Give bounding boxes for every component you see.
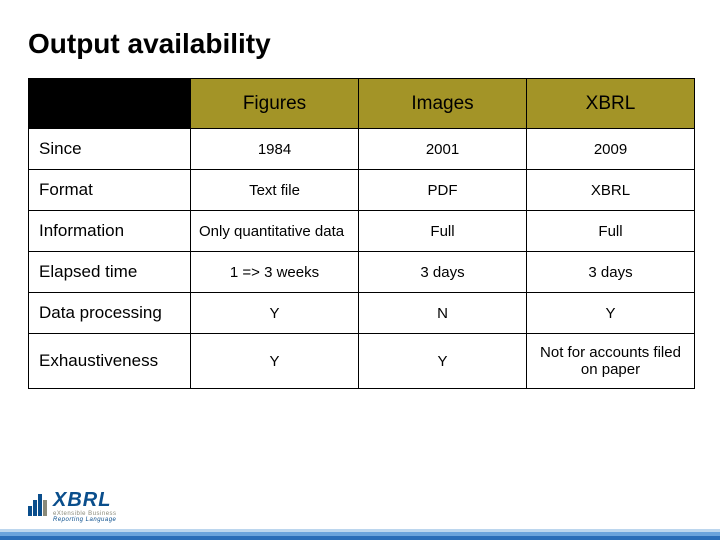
table-cell: 3 days (527, 252, 695, 293)
footer-bands (0, 476, 720, 540)
table-cell: Full (527, 211, 695, 252)
table-cell: Not for accounts filed on paper (527, 334, 695, 389)
table-row: Since198420012009 (29, 129, 695, 170)
row-label: Since (29, 129, 191, 170)
table-cell: XBRL (527, 170, 695, 211)
table-header-col-1: Images (359, 79, 527, 129)
table-cell: 1984 (191, 129, 359, 170)
table-header-blank (29, 79, 191, 129)
table-cell: 2001 (359, 129, 527, 170)
row-label: Exhaustiveness (29, 334, 191, 389)
row-label: Data processing (29, 293, 191, 334)
table-row: Data processingYNY (29, 293, 695, 334)
availability-table: FiguresImagesXBRL Since198420012009Forma… (28, 78, 695, 389)
table-header-col-0: Figures (191, 79, 359, 129)
table-cell: Y (359, 334, 527, 389)
table-cell: 2009 (527, 129, 695, 170)
row-label: Format (29, 170, 191, 211)
row-label: Elapsed time (29, 252, 191, 293)
table-row: ExhaustivenessYYNot for accounts filed o… (29, 334, 695, 389)
table-cell: N (359, 293, 527, 334)
table-cell: Y (191, 334, 359, 389)
table-cell: PDF (359, 170, 527, 211)
table-header-col-2: XBRL (527, 79, 695, 129)
table-cell: Y (527, 293, 695, 334)
table-row: FormatText filePDFXBRL (29, 170, 695, 211)
table-row: InformationOnly quantitative dataFullFul… (29, 211, 695, 252)
table-cell: Only quantitative data (191, 211, 359, 252)
row-label: Information (29, 211, 191, 252)
table-cell: 3 days (359, 252, 527, 293)
table-cell: 1 => 3 weeks (191, 252, 359, 293)
table-row: Elapsed time1 => 3 weeks3 days3 days (29, 252, 695, 293)
table-cell: Full (359, 211, 527, 252)
table-cell: Y (191, 293, 359, 334)
table-cell: Text file (191, 170, 359, 211)
slide-title: Output availability (28, 28, 692, 60)
